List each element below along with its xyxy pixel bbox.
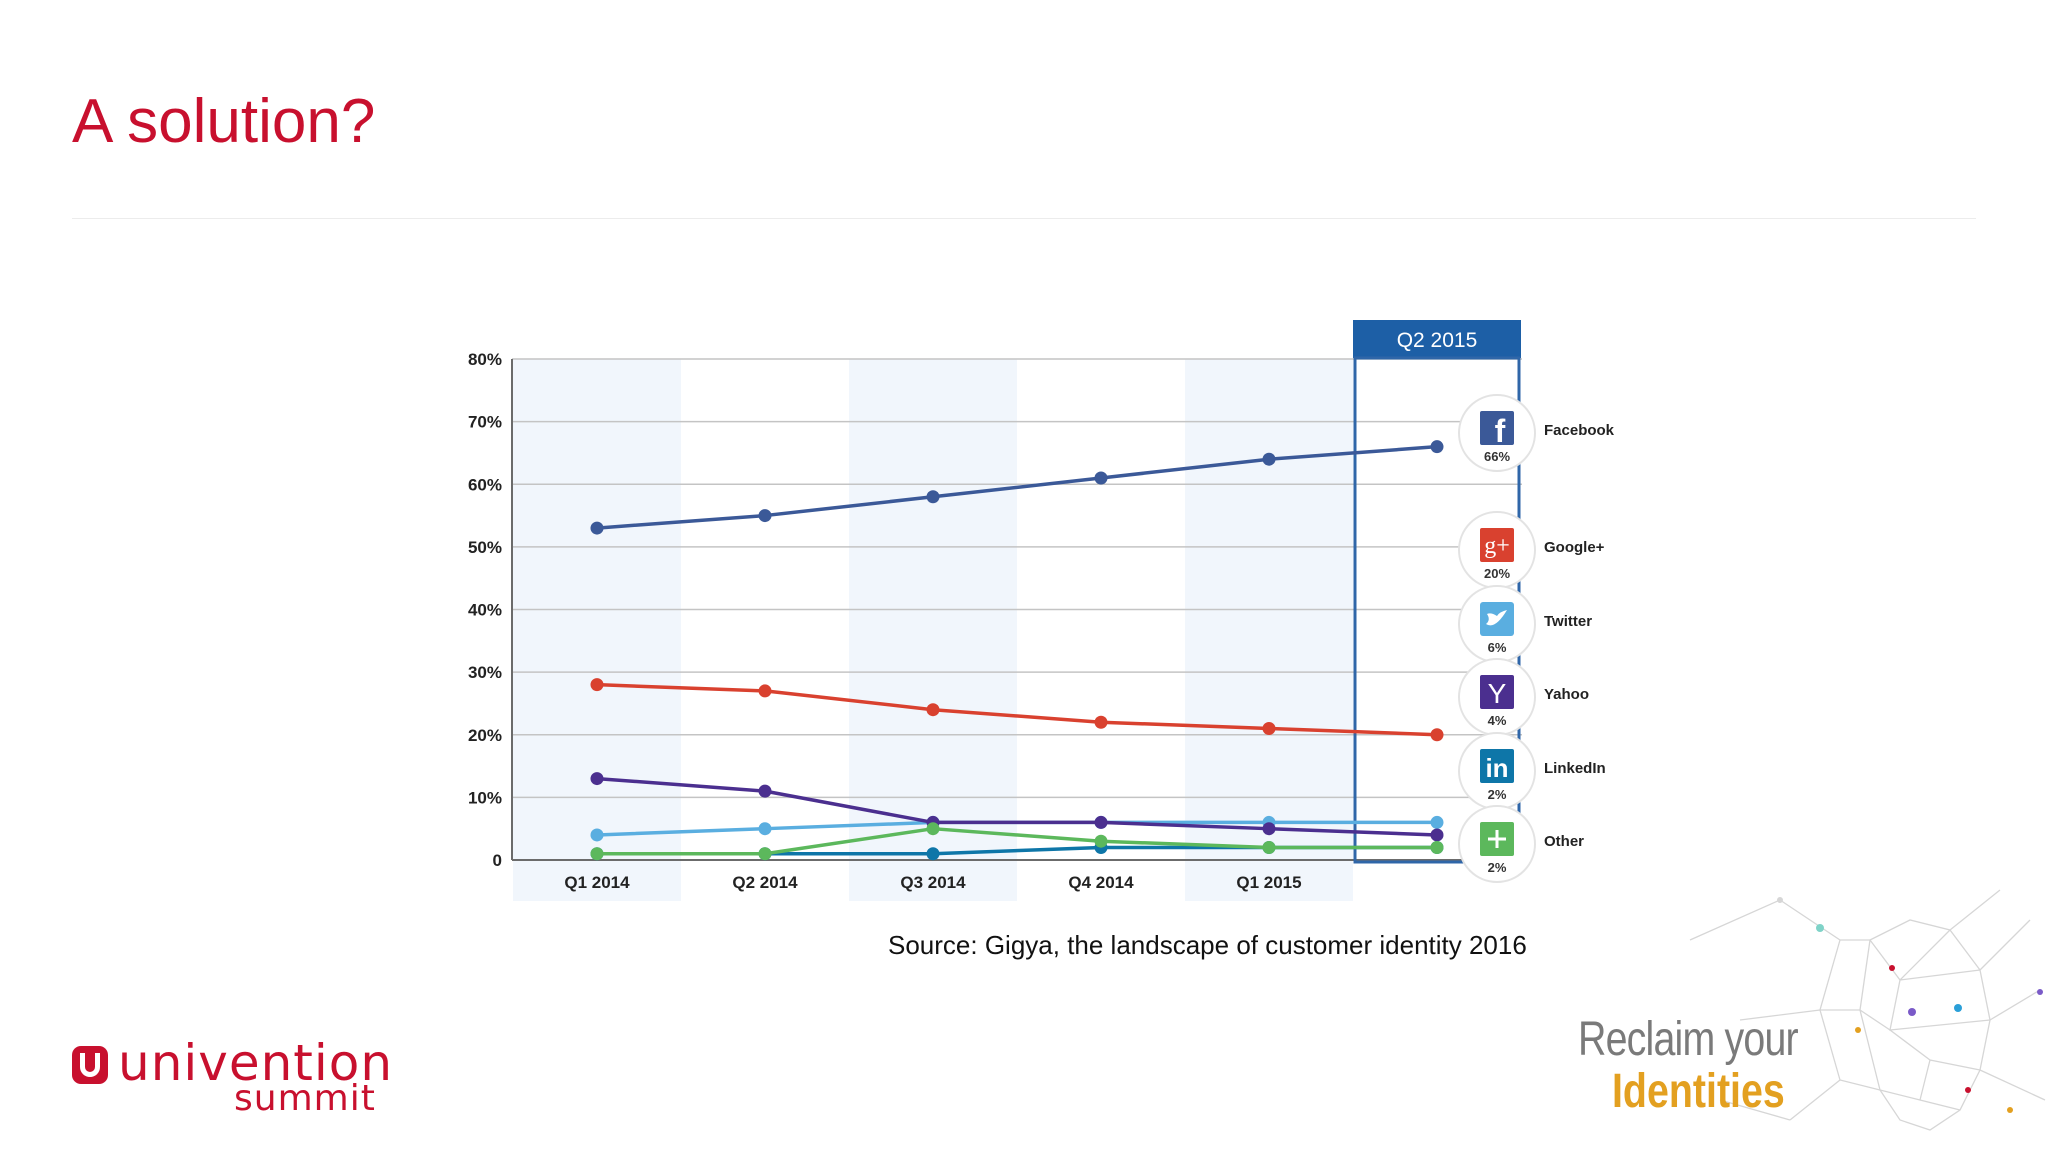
series-line (596, 682, 1438, 737)
y-tick-label: 40% (468, 601, 502, 620)
linkedin-icon: in (1480, 749, 1514, 783)
series-line (596, 444, 1438, 530)
column-band (1185, 359, 1353, 901)
series-facebook (590, 440, 1444, 535)
y-tick-label: 10% (468, 788, 502, 807)
y-tick-label: 50% (468, 538, 502, 557)
legend-series-name: Other (1544, 833, 1584, 850)
y-tick-label: 60% (468, 475, 502, 494)
legend-series-name: Yahoo (1544, 686, 1589, 703)
legend-item-other: 2% Other (1458, 805, 1584, 883)
data-point (1262, 452, 1276, 466)
legend-share-label: 20% (1484, 566, 1510, 581)
data-point (1430, 728, 1444, 742)
series-lines (590, 440, 1444, 861)
x-tick-label: Q1 2014 (564, 873, 630, 892)
tagline-reclaim: Reclaim your (1578, 1013, 1799, 1066)
legend-share-label: 4% (1488, 713, 1507, 728)
slide-title: A solution? (72, 87, 376, 156)
data-point (758, 847, 772, 861)
twitter-icon (1480, 602, 1514, 636)
series-yahoo (590, 772, 1444, 842)
data-point (926, 822, 940, 836)
legend-share-label: 2% (1488, 860, 1507, 875)
data-point (1094, 471, 1108, 485)
highlight-label: Q2 2015 (1397, 329, 1478, 352)
data-point (1430, 440, 1444, 454)
data-point (758, 509, 772, 523)
x-tick-label: Q1 2015 (1236, 873, 1301, 892)
data-point (1094, 834, 1108, 848)
data-point (1262, 840, 1276, 854)
social-login-chart: 0 10% 20% 30% 40% 50% 60% 70% 80% Q1 2014 Q2 2014… (468, 320, 1615, 901)
x-tick-label: Q2 2014 (732, 873, 798, 892)
data-point (590, 521, 604, 535)
data-point (1262, 822, 1276, 836)
y-tick-label: 20% (468, 726, 502, 745)
data-point (926, 847, 940, 861)
legend-item-google-: g+ 20% Google+ (1458, 511, 1605, 589)
data-point (1430, 840, 1444, 854)
svg-text:in: in (1485, 753, 1508, 783)
data-point (758, 684, 772, 698)
legend-share-label: 2% (1488, 787, 1507, 802)
y-tick-label: 30% (468, 663, 502, 682)
svg-text:g+: g+ (1484, 533, 1510, 559)
data-point (1430, 828, 1444, 842)
univention-logo-icon (72, 1046, 108, 1084)
logo-text-univention: univention (118, 1034, 394, 1092)
univention-summit-logo: univention summit (72, 1034, 402, 1119)
x-axis-tick-labels: Q1 2014 Q2 2014 Q3 2014 Q4 2014 Q1 2015 (564, 873, 1301, 892)
legend-share-label: 66% (1484, 449, 1510, 464)
legend-series-name: Twitter (1544, 613, 1592, 630)
legend-item-yahoo: Y 4% Yahoo (1458, 658, 1589, 736)
series-line (597, 826, 1437, 856)
legend-series-name: Google+ (1544, 539, 1605, 556)
legend-item-linkedin: in 2% LinkedIn (1458, 732, 1606, 810)
column-band (513, 359, 681, 901)
data-point (758, 784, 772, 798)
face-mesh-illustration (1689, 889, 2046, 1131)
y-tick-label: 80% (468, 350, 502, 369)
data-point (590, 678, 604, 692)
y-axis-tick-labels: 0 10% 20% 30% 40% 50% 60% 70% 80% (468, 350, 502, 870)
legend-item-facebook: f66% Facebook (1458, 394, 1615, 472)
legend-series-name: LinkedIn (1544, 760, 1606, 777)
data-point (590, 772, 604, 786)
series-other (590, 822, 1444, 861)
facebook-icon: f (1480, 411, 1514, 449)
y-tick-label: 0 (493, 851, 502, 870)
data-point (1094, 715, 1108, 729)
source-caption: Source: Gigya, the landscape of customer… (888, 930, 1527, 960)
data-point (590, 828, 604, 842)
data-point (1430, 815, 1444, 829)
y-tick-label: 70% (468, 413, 502, 432)
data-point (758, 822, 772, 836)
google-plus-icon: g+ (1480, 528, 1514, 562)
data-point (926, 490, 940, 504)
x-tick-label: Q3 2014 (900, 873, 966, 892)
legend-share-label: 6% (1488, 640, 1507, 655)
data-point (590, 847, 604, 861)
highlight-header (1353, 320, 1521, 358)
plus-icon (1480, 822, 1514, 856)
title-divider (72, 218, 1976, 219)
logo-text-summit: summit (234, 1078, 376, 1119)
series-line (596, 776, 1438, 837)
column-bands (513, 359, 1353, 901)
tagline-identities: Identities (1612, 1065, 1785, 1118)
svg-text:f: f (1495, 413, 1506, 449)
data-point (1094, 815, 1108, 829)
yahoo-icon: Y (1480, 675, 1514, 709)
x-tick-label: Q4 2014 (1068, 873, 1134, 892)
svg-text:Y: Y (1488, 678, 1507, 709)
chart-legend: f66% Facebook g+ 20% Google+ 6% Twitter Y 4% Yaho… (1458, 394, 1615, 883)
data-point (1262, 721, 1276, 735)
series-google- (590, 678, 1444, 742)
highlight-column: Q2 2015 (1353, 320, 1521, 864)
legend-series-name: Facebook (1544, 422, 1615, 439)
data-point (926, 703, 940, 717)
legend-item-twitter: 6% Twitter (1458, 585, 1592, 663)
